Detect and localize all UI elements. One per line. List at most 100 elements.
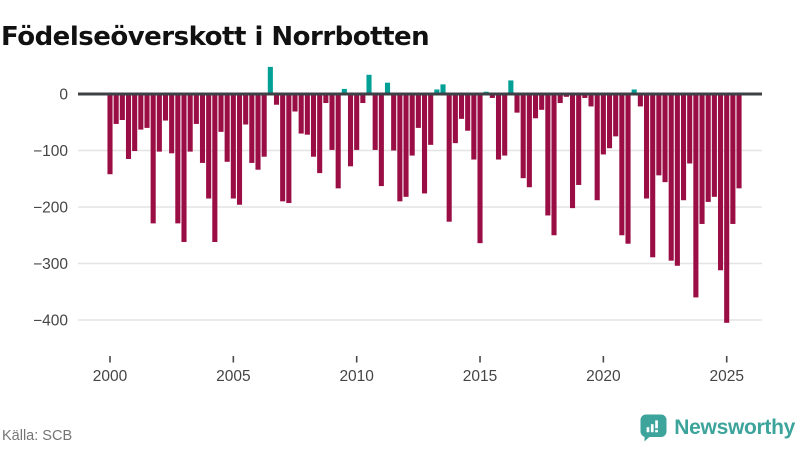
bar — [397, 94, 403, 202]
y-tick-label: −300 — [33, 256, 68, 273]
bar — [668, 94, 674, 261]
x-tick-label: 2000 — [93, 368, 128, 385]
bar — [329, 94, 335, 150]
x-tick-label: 2005 — [216, 368, 250, 385]
bar — [557, 94, 563, 104]
bar — [489, 94, 495, 98]
bar — [162, 94, 169, 121]
bar — [218, 94, 224, 132]
bar — [360, 94, 366, 104]
y-tick-label: −100 — [33, 143, 68, 160]
bar — [230, 94, 236, 199]
bar — [619, 94, 625, 236]
bar — [674, 94, 680, 266]
bar — [267, 66, 273, 94]
bar — [508, 80, 514, 94]
bar — [193, 94, 199, 124]
bar — [310, 94, 317, 157]
bar — [144, 94, 150, 128]
bar — [662, 94, 668, 183]
bar — [736, 94, 742, 189]
bar — [724, 94, 730, 323]
bar — [650, 94, 656, 258]
bar — [687, 94, 693, 164]
bar — [175, 94, 181, 224]
bar — [107, 94, 113, 175]
bar — [156, 94, 162, 152]
bar — [298, 94, 304, 134]
source-note: Källa: SCB — [2, 428, 73, 444]
bar — [317, 94, 323, 174]
bar — [224, 94, 230, 162]
newsworthy-logo[interactable]: Newsworthy — [640, 414, 795, 442]
birth-surplus-bar-chart: 0 −100 −200 −300 −400 2000 2005 2010 2015 2020 202… — [33, 66, 762, 385]
bar — [495, 94, 502, 160]
bar — [292, 94, 298, 112]
bar — [119, 94, 125, 120]
bar — [138, 94, 144, 130]
bar — [588, 94, 594, 107]
bar — [643, 94, 650, 199]
bar — [471, 94, 477, 160]
bar — [378, 94, 384, 187]
bar — [526, 94, 532, 188]
bar — [341, 88, 347, 94]
bar — [273, 94, 280, 105]
bar — [569, 94, 576, 209]
bar — [391, 94, 397, 151]
bar — [243, 94, 249, 125]
bar — [403, 94, 409, 197]
bar — [409, 94, 415, 156]
bar — [187, 94, 193, 152]
bar — [181, 94, 187, 243]
bar — [415, 94, 421, 128]
bar — [582, 94, 588, 98]
bar — [236, 94, 243, 205]
bar — [551, 94, 557, 236]
bar — [347, 94, 354, 167]
bar — [539, 94, 545, 110]
bar — [421, 94, 428, 194]
x-tick-label: 2015 — [463, 368, 497, 385]
bar — [699, 94, 705, 224]
bar — [576, 94, 582, 185]
bar — [249, 94, 255, 163]
bar — [705, 94, 711, 202]
bar — [212, 94, 218, 243]
bar — [169, 94, 175, 154]
bar — [261, 94, 267, 157]
bar — [434, 89, 440, 94]
bar — [600, 94, 606, 155]
bar — [150, 94, 156, 224]
bar — [125, 94, 132, 159]
bar — [730, 94, 736, 224]
bar — [428, 94, 434, 145]
y-tick-label: −400 — [33, 312, 68, 329]
bar — [458, 94, 465, 119]
newsworthy-speech-bubble-chart-icon — [640, 414, 667, 442]
bar — [465, 94, 471, 131]
bar — [113, 94, 119, 124]
x-tick-label: 2020 — [586, 368, 621, 385]
bar — [280, 94, 286, 202]
bar — [680, 94, 687, 201]
bar — [520, 94, 526, 179]
bar — [372, 94, 378, 150]
bar — [656, 94, 662, 176]
bar — [335, 94, 341, 189]
page-title: Födelseöverskott i Norrbotten — [1, 22, 430, 53]
bar — [452, 94, 458, 144]
bar — [286, 94, 292, 204]
bar — [440, 84, 446, 94]
bar — [206, 94, 212, 199]
x-tick-label: 2025 — [709, 368, 743, 385]
y-tick-label: 0 — [59, 86, 68, 103]
bar — [477, 94, 483, 244]
bar — [613, 94, 619, 137]
bar — [354, 94, 360, 150]
bar — [502, 94, 508, 156]
bar — [199, 94, 206, 163]
x-tick-label: 2010 — [339, 368, 374, 385]
bar — [323, 94, 329, 104]
brand-name: Newsworthy — [674, 416, 795, 439]
